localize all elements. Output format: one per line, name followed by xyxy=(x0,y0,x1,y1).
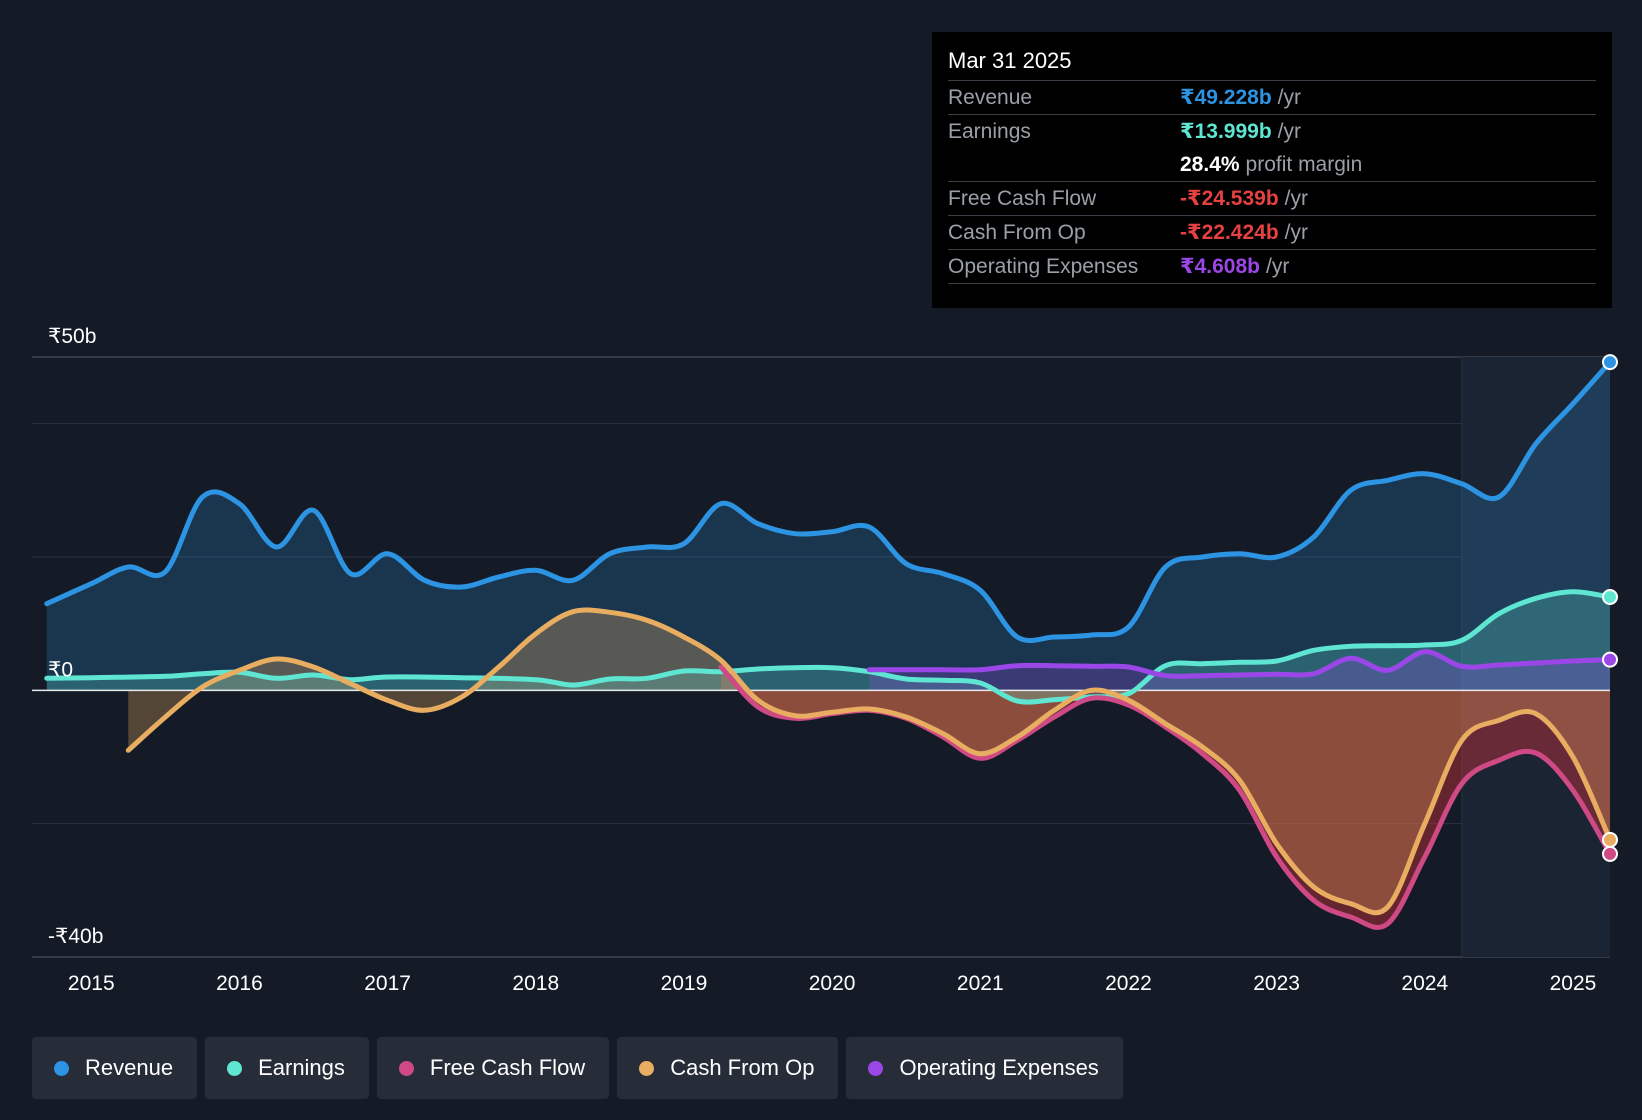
tooltip-value: ₹13.999b xyxy=(1180,120,1272,143)
y-tick-label: ₹0 xyxy=(48,658,73,681)
legend-label: Cash From Op xyxy=(670,1055,815,1080)
x-tick-label: 2018 xyxy=(512,972,559,995)
tooltip-row-margin: 28.4% profit margin xyxy=(948,148,1596,181)
legend-item-revenue[interactable]: Revenue xyxy=(32,1037,198,1099)
free-cash-flow-dot-icon xyxy=(398,1060,414,1076)
x-tick-label: 2017 xyxy=(364,972,411,995)
cash-from-op-line xyxy=(125,607,1613,916)
operating-expenses-end-point xyxy=(1602,651,1618,668)
x-tick-label: 2023 xyxy=(1253,972,1300,995)
legend-label: Earnings xyxy=(258,1055,345,1080)
legend-label: Revenue xyxy=(85,1055,174,1080)
legend-item-cash-from-op[interactable]: Cash From Op xyxy=(617,1037,839,1099)
tooltip-row-revenue: Revenue ₹49.228b /yr xyxy=(948,80,1596,114)
x-tick-label: 2020 xyxy=(809,972,856,995)
series-lines xyxy=(44,359,1613,930)
tooltip-label: Revenue xyxy=(948,85,1033,109)
tooltip-row-opex: Operating Expenses ₹4.608b /yr xyxy=(948,249,1596,283)
cash-from-op-dot-icon xyxy=(639,1060,655,1076)
legend: Revenue Earnings Free Cash Flow Cash Fro… xyxy=(32,1037,1123,1099)
operating-expenses-area xyxy=(869,651,1610,691)
tooltip-value: -₹22.424b xyxy=(1180,221,1279,244)
legend-item-earnings[interactable]: Earnings xyxy=(205,1037,369,1099)
forecast-shade xyxy=(1461,357,1610,957)
legend-item-operating-expenses[interactable]: Operating Expenses xyxy=(846,1037,1123,1099)
series-end-markers xyxy=(1602,354,1618,862)
y-tick-label: ₹50b xyxy=(48,325,96,348)
tooltip-unit: /yr xyxy=(1284,186,1308,210)
tooltip-label: Operating Expenses xyxy=(948,254,1139,278)
operating-expenses-dot-icon xyxy=(868,1060,884,1076)
x-tick-label: 2021 xyxy=(957,972,1004,995)
x-tick-label: 2016 xyxy=(216,972,263,995)
tooltip-row-cfo: Cash From Op -₹22.424b /yr xyxy=(948,215,1596,249)
tooltip-value: ₹4.608b xyxy=(1180,255,1260,278)
tooltip-label: Earnings xyxy=(948,119,1031,143)
cash-from-op-end-point xyxy=(1602,831,1618,848)
legend-label: Operating Expenses xyxy=(899,1055,1099,1080)
x-axis-labels: 2015 2016 2017 2018 2019 2020 2021 2022 2023 2024… xyxy=(68,972,1596,995)
tooltip-unit: /yr xyxy=(1277,85,1301,109)
legend-label: Free Cash Flow xyxy=(429,1055,586,1080)
earnings-line xyxy=(44,589,1613,705)
tooltip-value: ₹49.228b xyxy=(1180,86,1272,109)
operating-expenses-line xyxy=(866,649,1613,679)
recent-period-shade xyxy=(1461,357,1610,957)
revenue-end-point xyxy=(1602,354,1618,371)
cash-from-op-area xyxy=(128,609,1610,913)
x-tick-label: 2015 xyxy=(68,972,115,995)
tooltip-unit: profit margin xyxy=(1245,152,1363,176)
earnings-end-point xyxy=(1602,589,1618,606)
y-axis-labels: ₹50b ₹0 -₹40b xyxy=(48,325,103,948)
x-tick-label: 2022 xyxy=(1105,972,1152,995)
revenue-line xyxy=(44,359,1613,644)
tooltip-row-fcf: Free Cash Flow -₹24.539b /yr xyxy=(948,181,1596,215)
tooltip-unit: /yr xyxy=(1266,254,1290,278)
earnings-dot-icon xyxy=(227,1060,243,1076)
legend-item-free-cash-flow[interactable]: Free Cash Flow xyxy=(376,1037,610,1099)
tooltip-panel: Mar 31 2025 Revenue ₹49.228b /yr Earning… xyxy=(932,32,1612,308)
tooltip-row-earnings: Earnings ₹13.999b /yr xyxy=(948,114,1596,148)
y-tick-label: -₹40b xyxy=(48,925,103,948)
revenue-dot-icon xyxy=(54,1060,69,1076)
tooltip-value: 28.4% xyxy=(1180,152,1240,176)
tooltip-divider xyxy=(948,283,1596,284)
x-tick-label: 2024 xyxy=(1401,972,1448,995)
free-cash-flow-end-point xyxy=(1602,845,1618,862)
revenue-area xyxy=(46,362,1610,691)
tooltip-unit: /yr xyxy=(1284,220,1308,244)
tooltip-unit: /yr xyxy=(1277,119,1301,143)
x-tick-label: 2025 xyxy=(1550,972,1597,995)
tooltip-value: -₹24.539b xyxy=(1180,187,1279,210)
tooltip-label: Cash From Op xyxy=(948,220,1086,244)
tooltip-label: Free Cash Flow xyxy=(948,186,1097,210)
tooltip-date: Mar 31 2025 xyxy=(948,48,1072,73)
x-tick-label: 2019 xyxy=(661,972,708,995)
